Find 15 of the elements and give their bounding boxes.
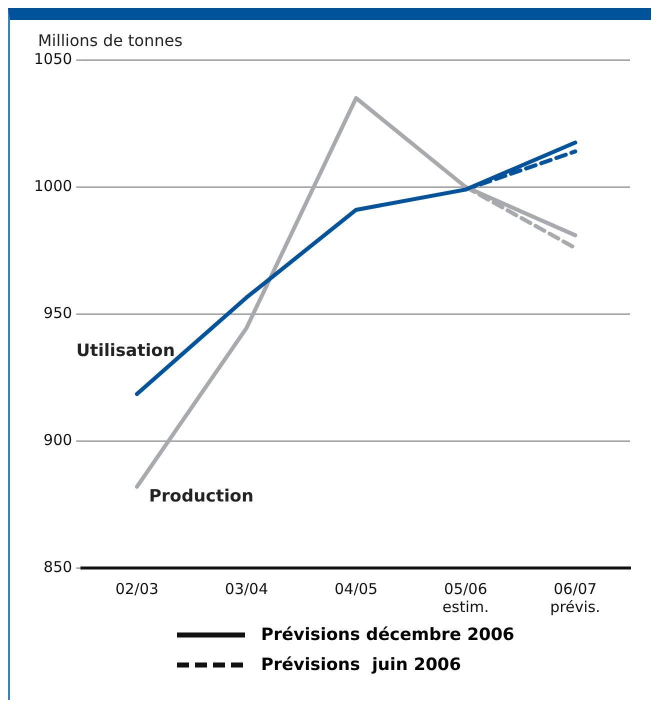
y-tick-label: 950 [44,304,72,322]
y-axis-title: Millions de tonnes [38,31,183,50]
text: Prévisions juin 2006 [261,655,462,675]
series-label: Utilisation [76,340,175,361]
x-tick-label: 05/06 estim. [442,580,489,616]
x-tick-label: 04/05 [334,580,378,598]
y-tick-label: 1050 [34,50,72,68]
y-tick-label: 900 [44,430,72,449]
series-label: Production [148,486,254,507]
y-tick-label: 850 [44,558,72,576]
y-tick-label: 1000 [34,176,72,195]
x-tick-label: 03/04 [224,580,268,598]
x-tick-label: 06/07 prévis. [550,580,600,616]
x-tick-label: 02/03 [115,580,159,598]
text: Prévisions décembre 2006 [261,625,514,645]
